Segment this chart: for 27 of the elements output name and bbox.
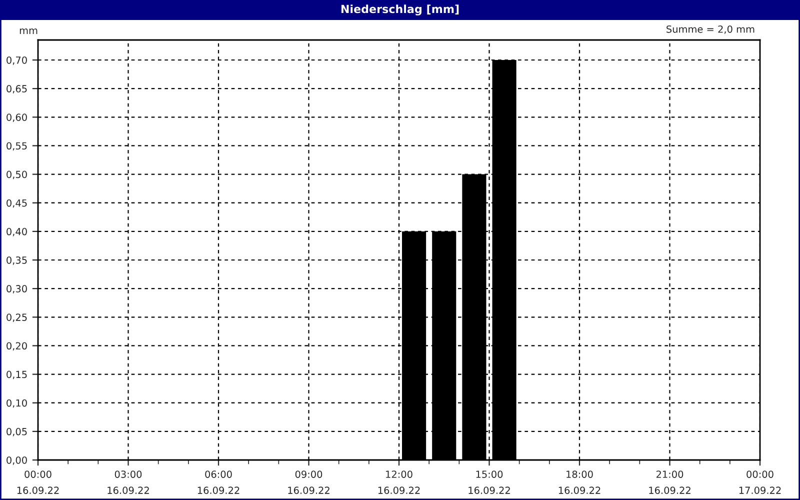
x-tick-label: 03:00 16.09.22 [108,470,149,494]
y-tick-label: 0,60 [6,114,27,122]
chart-title: Niederschlag [mm] [341,4,459,16]
y-tick-label: 0,35 [6,256,27,265]
x-tick-label: 18:00 16.09.22 [558,470,600,494]
y-tick-label: 0,70 [6,56,27,65]
y-tick-label: 0,40 [6,228,27,236]
y-tick-label: 0,10 [6,399,27,408]
y-tick-label: 0,25 [6,314,27,322]
y-tick-label: 0,30 [6,285,27,294]
y-tick-label: 0,50 [6,170,27,180]
x-tick-label: 06:00 16.09.22 [198,470,240,494]
y-tick-label: 0,05 [6,428,27,436]
x-tick-label: 12:00 16.09.22 [378,470,420,494]
x-tick-label: 15:00 16.09.22 [468,470,510,494]
y-tick-label: 0,45 [6,199,27,208]
x-tick-label: 21:00 16.09.22 [649,470,690,494]
y-tick-label: 0,55 [6,142,27,151]
y-tick-label: 0,20 [6,342,27,351]
x-tick-label: 00:00 16.09.22 [17,470,59,494]
x-tick-label: 09:00 16.09.22 [288,470,330,494]
y-tick-label: 0,15 [6,370,27,380]
y-axis-title: mm [20,28,38,34]
x-tick-label: 00:00 17.09.22 [739,470,781,494]
y-tick-label: 0,00 [6,456,27,465]
text: Summe = 2,0 mm [666,25,754,34]
y-tick-label: 0,65 [6,85,27,94]
